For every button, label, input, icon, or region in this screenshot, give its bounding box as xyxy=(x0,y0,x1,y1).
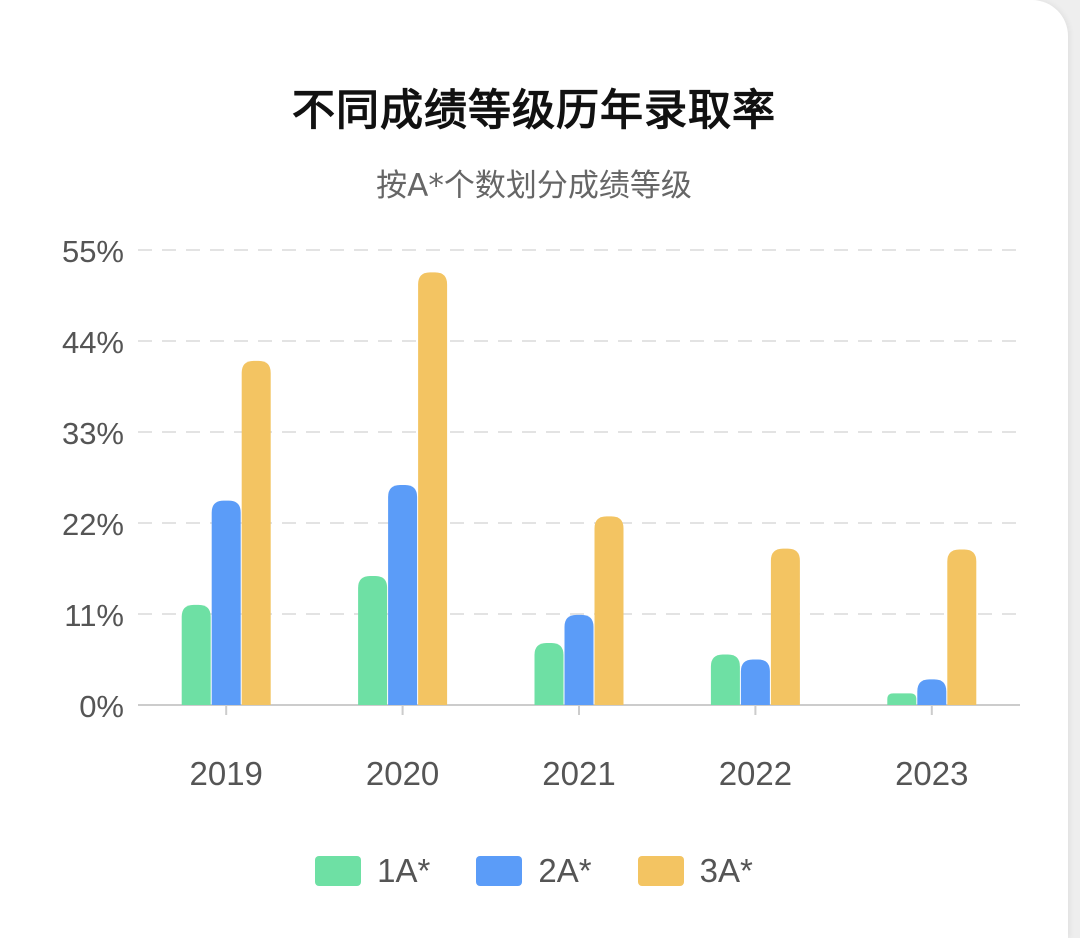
y-tick-label: 55% xyxy=(62,234,124,269)
y-tick-label: 33% xyxy=(62,416,124,451)
bar-3astar-2022 xyxy=(770,548,800,705)
bar-1astar-2023 xyxy=(887,693,917,705)
bar-2astar-2022 xyxy=(740,659,770,705)
y-tick-label: 22% xyxy=(62,507,124,542)
x-tick-label: 2021 xyxy=(542,755,615,792)
y-tick-label: 11% xyxy=(64,598,124,633)
bar-1astar-2019 xyxy=(181,604,211,705)
bar-3astar-2023 xyxy=(947,549,977,705)
legend-item-3a[interactable]: 3A* xyxy=(637,852,753,890)
bar-2astar-2023 xyxy=(917,679,947,705)
x-tick-label: 2019 xyxy=(189,755,262,792)
y-tick-label: 44% xyxy=(62,325,124,360)
legend-label-2a: 2A* xyxy=(538,852,592,889)
legend-label-1a: 1A* xyxy=(377,852,431,889)
chart-title: 不同成绩等级历年录取率 xyxy=(292,86,776,136)
bar-3astar-2021 xyxy=(594,516,624,705)
bar-2astar-2021 xyxy=(564,614,594,705)
chart-legend: 1A* 2A* 3A* xyxy=(0,852,1068,890)
bar-1astar-2022 xyxy=(710,654,740,705)
x-tick-label: 2023 xyxy=(895,755,968,792)
y-tick-label: 0% xyxy=(79,689,124,724)
legend-swatch-3a xyxy=(637,856,684,886)
bar-2astar-2019 xyxy=(211,500,241,705)
legend-item-1a[interactable]: 1A* xyxy=(315,852,430,890)
legend-swatch-1a xyxy=(315,856,362,886)
legend-label-3a: 3A* xyxy=(699,852,753,889)
bar-3astar-2020 xyxy=(418,272,448,705)
bar-3astar-2019 xyxy=(241,360,271,705)
legend-swatch-2a xyxy=(476,856,523,886)
bar-2astar-2020 xyxy=(388,484,418,705)
x-tick-label: 2022 xyxy=(719,755,792,792)
chart-subtitle: 按A*个数划分成绩等级 xyxy=(376,168,692,204)
bar-1astar-2021 xyxy=(534,642,564,705)
x-tick-label: 2020 xyxy=(366,755,439,792)
legend-item-2a[interactable]: 2A* xyxy=(476,852,592,890)
bar-1astar-2020 xyxy=(358,575,388,705)
